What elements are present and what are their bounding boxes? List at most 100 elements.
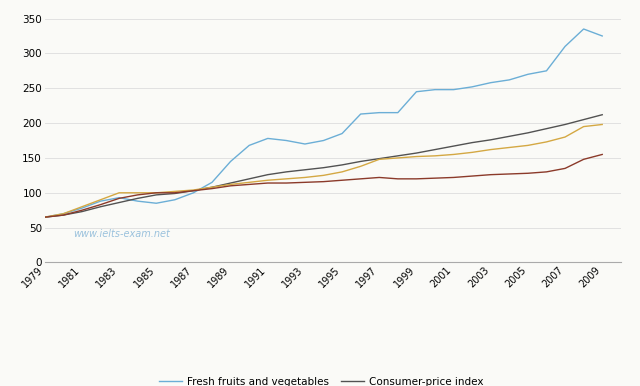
Consumer-price index (171, 191, 179, 196)
Fresh fruits and vegetables (339, 131, 346, 136)
Sugar and sweets (301, 175, 308, 180)
Carbonated drinks (189, 188, 197, 193)
Carbonated drinks (115, 196, 123, 201)
Carbonated drinks (431, 176, 439, 181)
Consumer-price index (245, 176, 253, 181)
Carbonated drinks (506, 172, 513, 176)
Fresh fruits and vegetables (413, 90, 420, 94)
Carbonated drinks (41, 215, 49, 220)
Carbonated drinks (543, 169, 550, 174)
Sugar and sweets (487, 147, 495, 152)
Sugar and sweets (134, 190, 141, 195)
Carbonated drinks (134, 193, 141, 197)
Consumer-price index (376, 156, 383, 161)
Fresh fruits and vegetables (524, 72, 532, 76)
Legend: Fresh fruits and vegetables, Sugar and sweets, Consumer-price index, Carbonated : Fresh fruits and vegetables, Sugar and s… (154, 373, 488, 386)
Consumer-price index (134, 196, 141, 201)
Fresh fruits and vegetables (227, 159, 234, 164)
Sugar and sweets (357, 164, 365, 169)
Fresh fruits and vegetables (208, 180, 216, 185)
Carbonated drinks (598, 152, 606, 157)
Sugar and sweets (394, 156, 402, 160)
Sugar and sweets (506, 145, 513, 150)
Fresh fruits and vegetables (60, 212, 67, 216)
Fresh fruits and vegetables (487, 80, 495, 85)
Consumer-price index (357, 159, 365, 164)
Fresh fruits and vegetables (376, 110, 383, 115)
Consumer-price index (282, 169, 290, 174)
Consumer-price index (450, 144, 458, 148)
Consumer-price index (506, 134, 513, 139)
Fresh fruits and vegetables (152, 201, 160, 206)
Consumer-price index (543, 126, 550, 131)
Sugar and sweets (468, 150, 476, 155)
Line: Fresh fruits and vegetables: Fresh fruits and vegetables (45, 29, 602, 217)
Carbonated drinks (78, 208, 86, 213)
Sugar and sweets (60, 212, 67, 216)
Carbonated drinks (171, 190, 179, 195)
Fresh fruits and vegetables (134, 199, 141, 203)
Consumer-price index (598, 112, 606, 117)
Fresh fruits and vegetables (245, 143, 253, 148)
Text: www.ielts-exam.net: www.ielts-exam.net (74, 229, 170, 239)
Sugar and sweets (524, 143, 532, 148)
Consumer-price index (189, 188, 197, 193)
Consumer-price index (227, 181, 234, 185)
Fresh fruits and vegetables (78, 206, 86, 210)
Consumer-price index (487, 137, 495, 142)
Consumer-price index (41, 215, 49, 220)
Consumer-price index (431, 147, 439, 152)
Fresh fruits and vegetables (264, 136, 271, 141)
Fresh fruits and vegetables (189, 190, 197, 195)
Consumer-price index (339, 163, 346, 167)
Carbonated drinks (376, 175, 383, 180)
Carbonated drinks (561, 166, 569, 171)
Carbonated drinks (227, 183, 234, 188)
Sugar and sweets (598, 122, 606, 127)
Carbonated drinks (245, 182, 253, 187)
Consumer-price index (561, 122, 569, 127)
Fresh fruits and vegetables (97, 199, 104, 203)
Carbonated drinks (97, 202, 104, 207)
Sugar and sweets (339, 169, 346, 174)
Sugar and sweets (208, 185, 216, 190)
Sugar and sweets (319, 173, 327, 178)
Carbonated drinks (319, 179, 327, 184)
Sugar and sweets (115, 190, 123, 195)
Carbonated drinks (339, 178, 346, 183)
Consumer-price index (394, 154, 402, 158)
Consumer-price index (319, 165, 327, 170)
Carbonated drinks (524, 171, 532, 176)
Fresh fruits and vegetables (431, 87, 439, 92)
Sugar and sweets (78, 205, 86, 209)
Carbonated drinks (264, 181, 271, 185)
Fresh fruits and vegetables (171, 197, 179, 202)
Consumer-price index (580, 117, 588, 122)
Consumer-price index (413, 151, 420, 156)
Carbonated drinks (450, 175, 458, 180)
Sugar and sweets (189, 188, 197, 192)
Consumer-price index (97, 205, 104, 209)
Fresh fruits and vegetables (301, 142, 308, 146)
Sugar and sweets (580, 124, 588, 129)
Carbonated drinks (413, 176, 420, 181)
Fresh fruits and vegetables (394, 110, 402, 115)
Fresh fruits and vegetables (580, 27, 588, 31)
Sugar and sweets (561, 135, 569, 139)
Fresh fruits and vegetables (115, 195, 123, 200)
Sugar and sweets (413, 154, 420, 159)
Consumer-price index (78, 209, 86, 214)
Carbonated drinks (301, 180, 308, 185)
Fresh fruits and vegetables (357, 112, 365, 116)
Fresh fruits and vegetables (450, 87, 458, 92)
Carbonated drinks (394, 176, 402, 181)
Carbonated drinks (487, 172, 495, 177)
Fresh fruits and vegetables (543, 68, 550, 73)
Carbonated drinks (208, 186, 216, 191)
Fresh fruits and vegetables (506, 78, 513, 82)
Consumer-price index (60, 213, 67, 217)
Carbonated drinks (152, 190, 160, 195)
Carbonated drinks (357, 176, 365, 181)
Carbonated drinks (580, 157, 588, 162)
Sugar and sweets (376, 157, 383, 162)
